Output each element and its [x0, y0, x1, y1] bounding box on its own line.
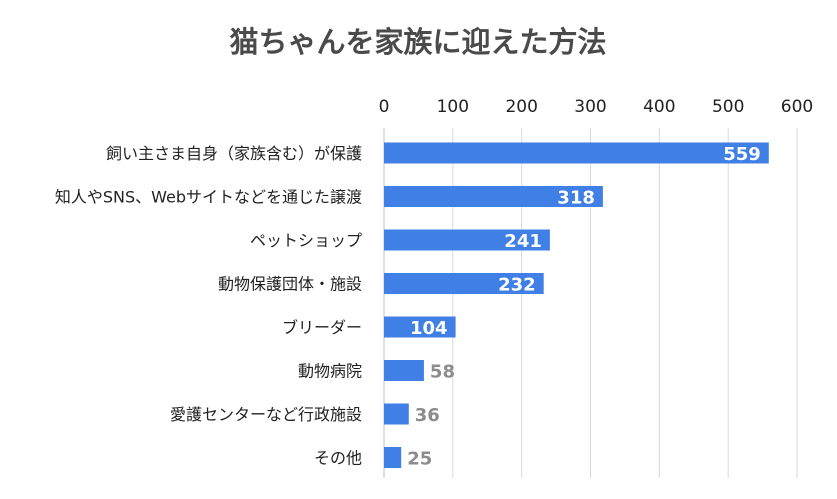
bar — [384, 447, 402, 468]
bar — [384, 186, 603, 207]
x-tick-label: 0 — [379, 97, 390, 117]
category-label: その他 — [314, 449, 362, 468]
gridlines — [383, 128, 798, 478]
x-tick-label: 400 — [643, 97, 675, 117]
x-axis-ticks: 0 100 200 300 400 500 600 — [379, 97, 814, 117]
x-tick-label: 100 — [437, 97, 469, 117]
data-label: 241 — [504, 231, 542, 252]
bar — [384, 273, 544, 294]
data-label: 25 — [407, 449, 432, 470]
x-tick-label: 200 — [505, 97, 537, 117]
category-label: ブリーダー — [282, 318, 362, 337]
data-labels: 559 318 241 232 104 58 36 25 — [407, 144, 761, 470]
data-label: 58 — [430, 362, 455, 383]
data-label: 318 — [557, 188, 595, 209]
data-label: 104 — [410, 318, 448, 339]
x-tick-label: 300 — [574, 97, 606, 117]
category-label: 動物保護団体・施設 — [218, 275, 362, 294]
chart-title: 猫ちゃんを家族に迎えた方法 — [229, 25, 606, 59]
bar — [384, 360, 424, 381]
category-labels: 飼い主さま自身（家族含む）が保護知人やSNS、Webサイトなどを通じた譲渡ペット… — [55, 144, 362, 468]
category-label: 飼い主さま自身（家族含む）が保護 — [106, 144, 362, 163]
bars — [384, 142, 769, 468]
category-label: 動物病院 — [298, 362, 362, 381]
category-label: 知人やSNS、Webサイトなどを通じた譲渡 — [55, 188, 362, 207]
bar — [384, 229, 550, 251]
data-label: 232 — [498, 275, 536, 296]
bar — [384, 316, 456, 338]
data-label: 36 — [415, 405, 440, 426]
category-label: 愛護センターなど行政施設 — [170, 405, 362, 424]
x-tick-label: 600 — [781, 97, 813, 117]
x-tick-label: 500 — [712, 97, 744, 117]
data-label: 559 — [723, 144, 761, 165]
category-label: ペットショップ — [250, 231, 362, 250]
bar — [384, 403, 409, 425]
bar — [384, 142, 769, 164]
